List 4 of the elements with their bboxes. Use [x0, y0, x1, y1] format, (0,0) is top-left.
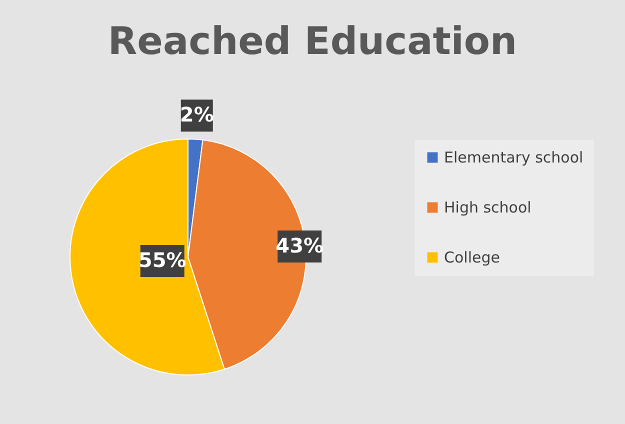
legend-label: Elementary school [444, 148, 584, 166]
legend-label: College [444, 248, 500, 266]
legend-label: High school [444, 198, 532, 216]
chart-title: Reached Education [108, 19, 518, 63]
